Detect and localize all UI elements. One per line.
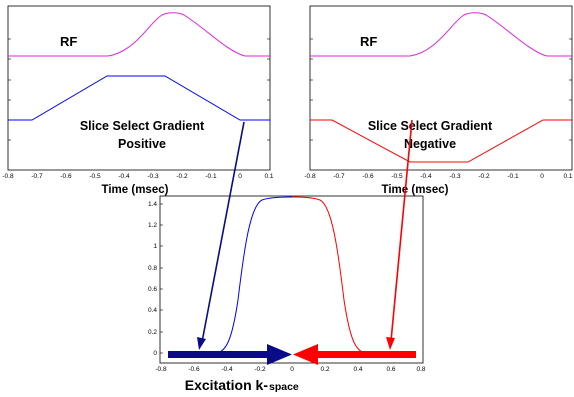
left-gradient-label-line1: Slice Select Gradient — [80, 119, 205, 133]
right-mapping-arrowhead — [386, 337, 395, 350]
bottom-ytick: 0.2 — [148, 329, 157, 336]
right-rf-curve — [310, 12, 572, 57]
left-mapping-arrow — [201, 121, 245, 343]
bottom-x-tick-labels: -0.8 -0.6 -0.4 -0.2 0 0.2 0.4 0.6 0.8 — [155, 366, 425, 373]
right-x-axis-label: Time (msec) — [382, 184, 449, 196]
kspace-title-main: Excitation k- — [185, 377, 269, 393]
left-xtick: -0.6 — [60, 173, 72, 180]
bottom-ytick: 0 — [153, 350, 157, 357]
kspace-profile-left-curve — [168, 196, 293, 354]
bottom-xtick: -0.8 — [155, 366, 167, 373]
left-traversal-arrow-shaft — [168, 351, 268, 358]
right-x-tick-labels: -0.8 -0.7 -0.6 -0.5 -0.4 -0.3 -0.2 -0.1 … — [304, 173, 572, 180]
right-xtick: 0 — [540, 173, 544, 180]
right-mapping-arrow — [390, 119, 413, 342]
right-traversal-arrowhead — [293, 344, 318, 365]
left-gradient-label-line2: Positive — [118, 137, 166, 151]
right-xtick: -0.6 — [362, 173, 374, 180]
bottom-panel: 1.4 1.2 1 0.8 0.6 0.4 0.2 0 -0.8 -0.6 -0… — [148, 195, 426, 373]
right-rf-label: RF — [360, 34, 377, 49]
bottom-ytick: 0.6 — [148, 286, 157, 293]
left-plot-frame — [7, 5, 271, 171]
left-rf-curve — [8, 12, 270, 57]
mapping-arrows — [168, 119, 416, 365]
left-xtick: 0.1 — [264, 173, 273, 180]
bottom-ytick: 1 — [153, 243, 157, 250]
bottom-xtick: -0.2 — [254, 366, 266, 373]
left-xtick: 0 — [238, 173, 242, 180]
bottom-xtick: 0.4 — [353, 366, 362, 373]
left-x-axis-label: Time (msec) — [102, 184, 169, 196]
left-xtick: -0.2 — [176, 173, 188, 180]
bottom-y-ticks — [160, 203, 163, 354]
right-xtick: -0.1 — [507, 173, 519, 180]
right-traversal-arrow-shaft — [317, 351, 416, 358]
right-plot-frame — [309, 5, 573, 171]
right-xtick: -0.3 — [449, 173, 461, 180]
left-x-tick-labels: -0.8 -0.7 -0.6 -0.5 -0.4 -0.3 -0.2 -0.1 … — [2, 173, 273, 180]
left-xtick: -0.4 — [118, 173, 130, 180]
left-rf-label: RF — [60, 34, 77, 49]
right-xtick: -0.5 — [391, 173, 403, 180]
bottom-xtick: 0.6 — [386, 366, 395, 373]
right-xtick: -0.8 — [304, 173, 316, 180]
bottom-ytick: 1.2 — [148, 222, 157, 229]
bottom-xtick: 0.2 — [320, 366, 329, 373]
right-xtick: -0.2 — [478, 173, 490, 180]
left-gradient-curve — [8, 75, 270, 121]
bottom-xtick: 0.8 — [416, 366, 425, 373]
left-mapping-arrowhead — [197, 337, 206, 350]
left-xtick: -0.1 — [205, 173, 217, 180]
right-gradient-label-line1: Slice Select Gradient — [368, 119, 493, 133]
right-xtick: 0.1 — [563, 173, 572, 180]
bottom-plot-frame — [159, 195, 424, 364]
right-panel: -0.8 -0.7 -0.6 -0.5 -0.4 -0.3 -0.2 -0.1 … — [304, 5, 573, 196]
right-xtick: -0.4 — [420, 173, 432, 180]
left-xtick: -0.3 — [147, 173, 159, 180]
kspace-title-sub: space — [269, 381, 299, 393]
bottom-xtick: -0.4 — [221, 366, 233, 373]
left-traversal-arrowhead — [267, 344, 292, 365]
left-xtick: -0.5 — [89, 173, 101, 180]
bottom-y-tick-labels: 1.4 1.2 1 0.8 0.6 0.4 0.2 0 — [148, 201, 157, 357]
bottom-ytick: 0.8 — [148, 265, 157, 272]
right-gradient-label-line2: Negative — [404, 137, 456, 151]
bottom-ytick: 1.4 — [148, 201, 157, 208]
bottom-xtick: 0 — [290, 366, 294, 373]
left-panel: -0.8 -0.7 -0.6 -0.5 -0.4 -0.3 -0.2 -0.1 … — [2, 5, 274, 196]
left-xtick: -0.7 — [31, 173, 43, 180]
right-gradient-curve — [310, 119, 572, 163]
right-xtick: -0.7 — [333, 173, 345, 180]
bottom-xtick: -0.6 — [188, 366, 200, 373]
kspace-profile-right-curve — [291, 196, 416, 354]
left-xtick: -0.8 — [2, 173, 14, 180]
bottom-ytick: 0.4 — [148, 307, 157, 314]
